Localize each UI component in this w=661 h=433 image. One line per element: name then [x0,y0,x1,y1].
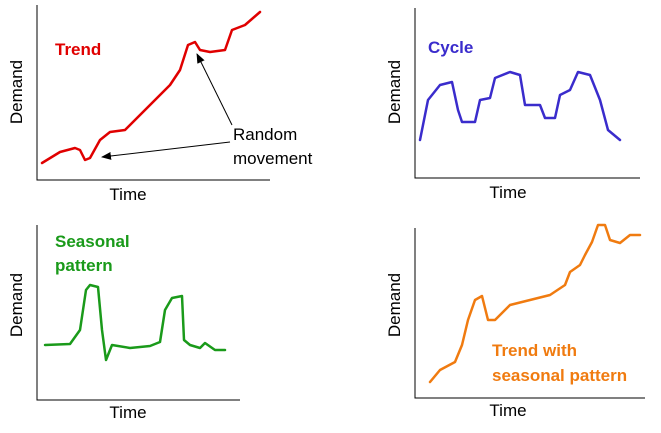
panel-title: Trend [55,40,101,59]
x-label: Time [489,183,526,202]
panel-title: Cycle [428,38,473,57]
axes [414,8,640,179]
panel-title: Seasonal [55,232,130,251]
y-label: Demand [7,273,26,337]
y-label: Demand [7,60,26,124]
annotation: Random [233,125,297,144]
trend-seasonal-curve [428,223,642,384]
panel-title: seasonal pattern [492,366,627,385]
seasonal-curve [43,283,227,362]
trend-curve [40,10,262,165]
axes [36,225,240,401]
panel-title: Trend with [492,341,577,360]
panel-cycle: Demand Time Cycle [385,8,640,202]
axes [36,5,270,181]
panel-trend-seasonal: Demand Time Trend with seasonal pattern [385,223,645,420]
x-label: Time [489,401,526,420]
panel-seasonal: Demand Time Seasonal pattern [7,225,240,422]
y-label: Demand [385,273,404,337]
axes [414,228,645,399]
x-label: Time [109,403,146,422]
y-label: Demand [385,60,404,124]
arrow [196,53,233,126]
panel-trend: Demand Time Trend Random movement [7,5,313,204]
arrow [101,141,231,160]
x-label: Time [109,185,146,204]
annotation: movement [233,149,313,168]
panel-title: pattern [55,256,113,275]
cycle-curve [418,70,622,142]
